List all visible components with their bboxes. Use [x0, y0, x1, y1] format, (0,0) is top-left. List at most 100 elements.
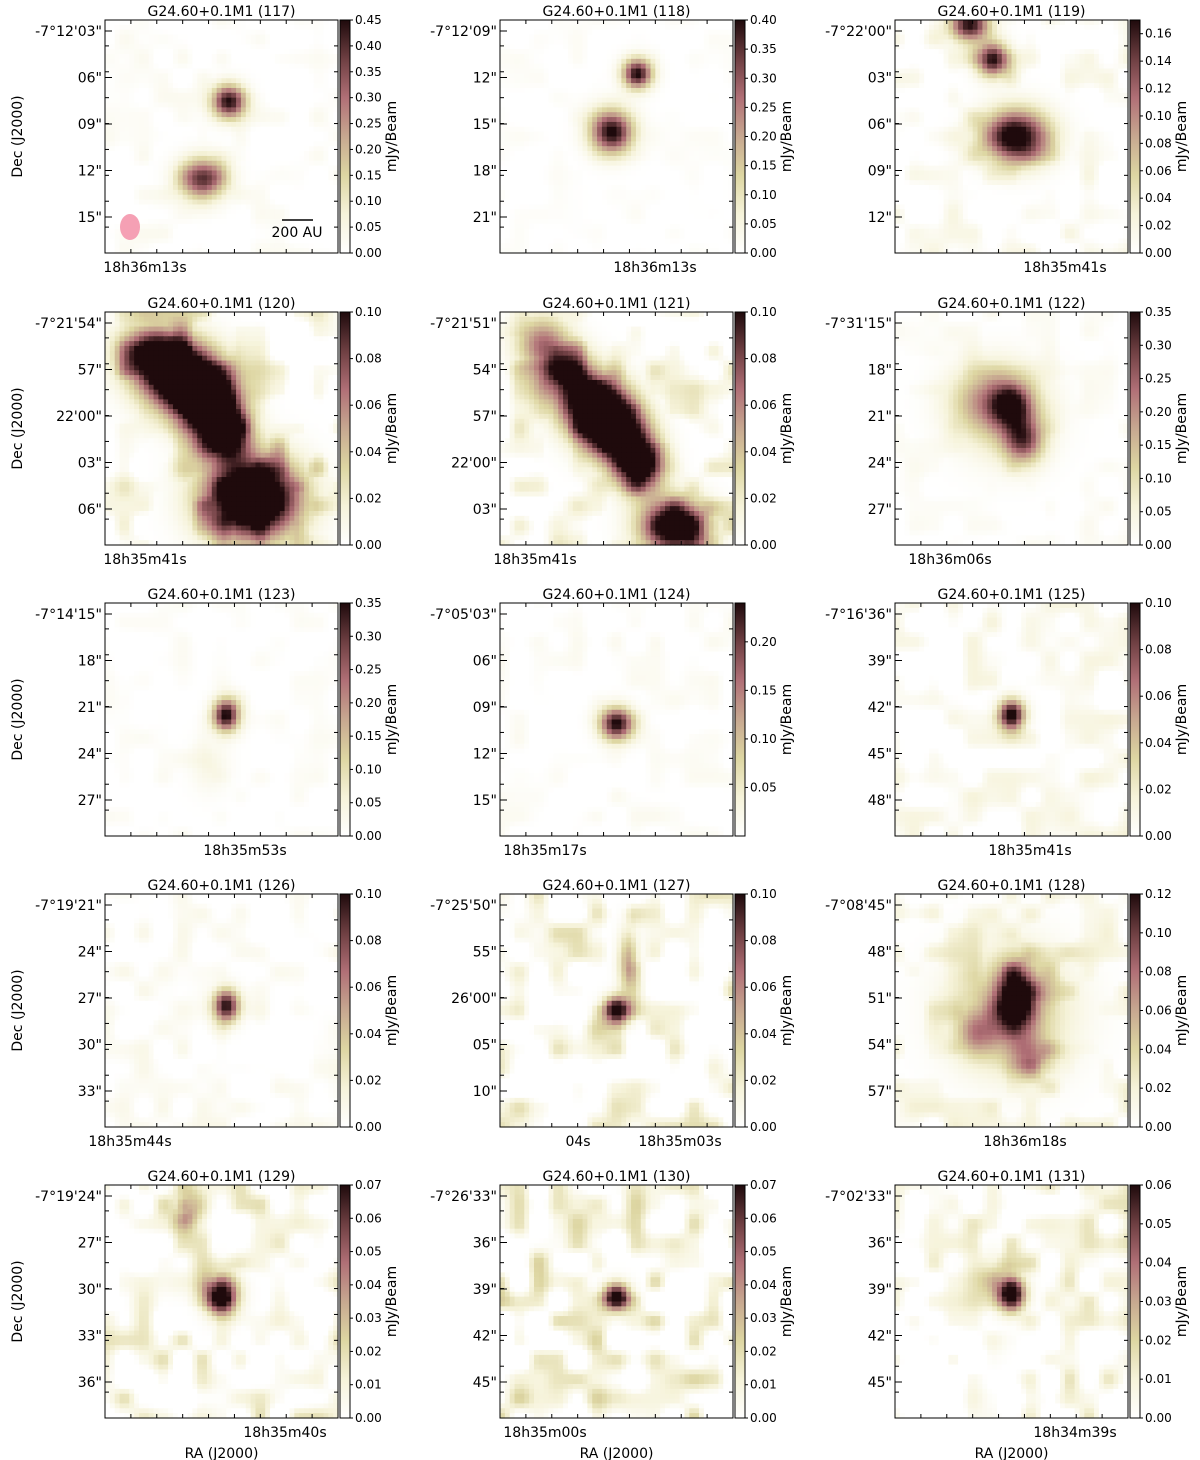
heatmap-cell: [548, 24, 554, 31]
heatmap-cell: [260, 180, 266, 186]
heatmap-cell: [1098, 29, 1105, 36]
heatmap-cell: [182, 58, 189, 65]
heatmap-cell: [650, 112, 656, 118]
heatmap-cell: [519, 83, 525, 89]
heatmap-cell: [616, 219, 622, 225]
heatmap-cell: [124, 58, 130, 65]
heatmap-cell: [689, 29, 695, 36]
heatmap-cell: [192, 78, 198, 84]
heatmap-cell: [143, 87, 150, 94]
heatmap-cell: [255, 141, 261, 147]
heatmap-cell: [260, 146, 266, 152]
heatmap-cell: [192, 185, 198, 191]
heatmap-cell: [279, 248, 286, 254]
heatmap-cell: [294, 141, 300, 147]
heatmap-cell: [158, 160, 164, 167]
heatmap-cell: [895, 44, 901, 50]
heatmap-cell: [255, 189, 261, 196]
heatmap-cell: [158, 243, 164, 249]
heatmap-cell: [124, 107, 130, 113]
colorbar-tick-label: 0.35: [750, 42, 777, 56]
heatmap-cell: [543, 92, 550, 99]
heatmap-cell: [587, 214, 593, 220]
heatmap-cell: [177, 155, 184, 162]
heatmap-cell: [1001, 39, 1008, 45]
heatmap-cell: [538, 180, 545, 186]
heatmap-cell: [679, 34, 686, 41]
heatmap-cell: [245, 180, 252, 186]
heatmap-cell: [240, 68, 247, 74]
heatmap-cell: [158, 175, 164, 181]
heatmap-cell: [318, 141, 325, 147]
heatmap-cell: [640, 34, 647, 41]
heatmap-cell: [650, 121, 656, 128]
heatmap-cell: [294, 39, 300, 45]
heatmap-cell: [177, 83, 184, 89]
heatmap-cell: [509, 136, 516, 142]
heatmap-cell: [134, 92, 140, 99]
heatmap-image: [105, 20, 339, 254]
heatmap-cell: [328, 165, 334, 172]
heatmap-cell: [626, 136, 632, 142]
heatmap-cell: [538, 34, 545, 41]
heatmap-cell: [163, 175, 169, 181]
heatmap-cell: [713, 228, 720, 235]
heatmap-cell: [582, 170, 588, 176]
heatmap-cell: [553, 83, 559, 89]
heatmap-cell: [114, 238, 121, 244]
heatmap-cell: [119, 126, 126, 133]
heatmap-cell: [216, 68, 223, 74]
heatmap-cell: [187, 29, 193, 36]
heatmap-cell: [597, 117, 603, 123]
heatmap-cell: [616, 53, 622, 60]
heatmap-cell: [718, 136, 724, 142]
heatmap-cell: [689, 146, 695, 152]
heatmap-cell: [500, 185, 506, 191]
heatmap-cell: [684, 185, 690, 191]
heatmap-cell: [631, 165, 637, 172]
heatmap-cell: [718, 58, 724, 65]
heatmap-cell: [168, 155, 174, 162]
heatmap-cell: [177, 165, 184, 172]
heatmap-cell: [708, 107, 715, 113]
heatmap-cell: [105, 243, 111, 249]
heatmap-cell: [669, 58, 676, 65]
heatmap-cell: [114, 73, 121, 79]
heatmap-cell: [250, 87, 257, 94]
heatmap-cell: [318, 233, 325, 240]
heatmap-cell: [509, 117, 516, 123]
heatmap-cell: [1089, 24, 1095, 31]
heatmap-cell: [616, 44, 622, 50]
heatmap-cell: [514, 155, 521, 162]
heatmap-cell: [124, 194, 130, 201]
heatmap-cell: [168, 78, 174, 84]
heatmap-cell: [519, 146, 525, 152]
heatmap-cell: [226, 29, 232, 36]
heatmap-cell: [597, 141, 603, 147]
heatmap-cell: [308, 107, 315, 113]
heatmap-cell: [616, 136, 622, 142]
heatmap-cell: [333, 155, 339, 162]
heatmap-cell: [665, 228, 671, 235]
heatmap-cell: [524, 136, 530, 142]
heatmap-cell: [728, 49, 734, 55]
heatmap-cell: [597, 34, 603, 41]
heatmap-cell: [718, 175, 724, 181]
heatmap-cell: [226, 39, 232, 45]
heatmap-cell: [143, 53, 150, 60]
heatmap-cell: [577, 87, 584, 94]
heatmap-cell: [504, 223, 511, 230]
heatmap-cell: [308, 204, 315, 210]
heatmap-cell: [640, 209, 647, 215]
heatmap-cell: [684, 107, 690, 113]
heatmap-cell: [260, 248, 266, 254]
heatmap-cell: [206, 189, 213, 196]
heatmap-cell: [294, 199, 300, 206]
heatmap-cell: [660, 112, 666, 118]
heatmap-cell: [138, 131, 145, 138]
heatmap-cell: [606, 199, 613, 206]
heatmap-cell: [621, 39, 627, 45]
heatmap-cell: [105, 219, 111, 225]
heatmap-cell: [182, 107, 189, 113]
heatmap-cell: [694, 248, 700, 254]
